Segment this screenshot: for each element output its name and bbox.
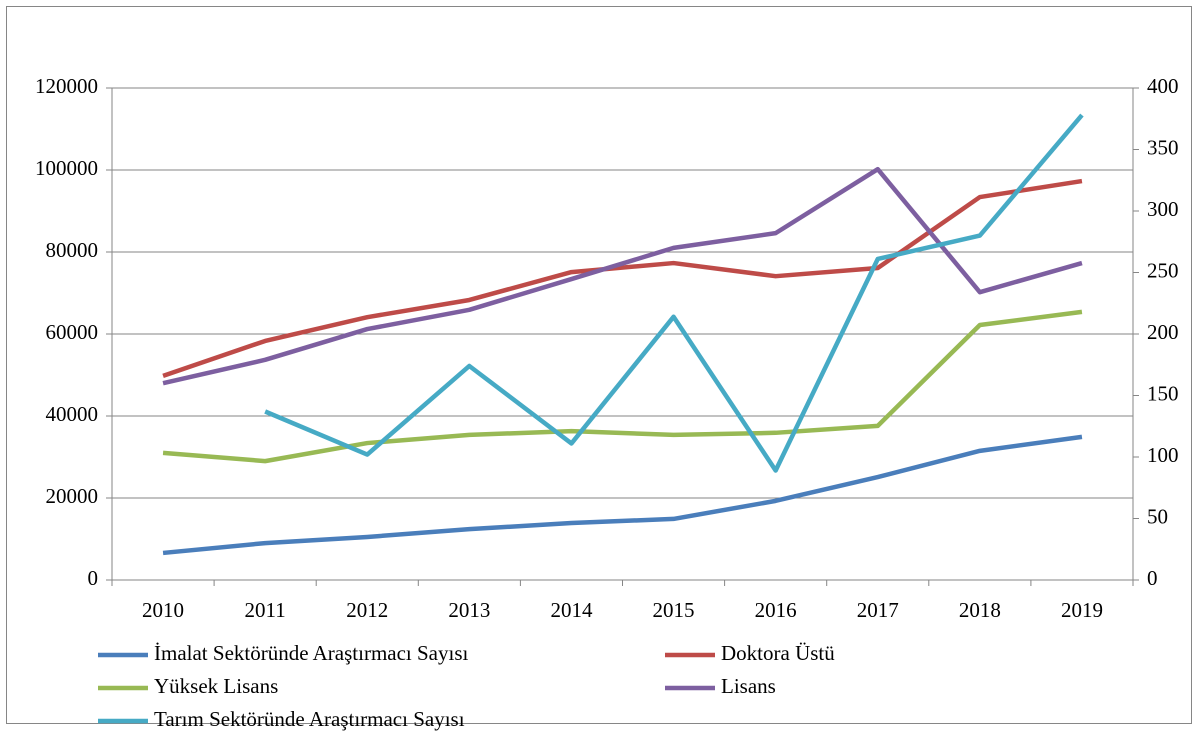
y-tick-label: 20000 bbox=[46, 484, 99, 508]
series-line bbox=[162, 434, 1083, 556]
x-tick-label: 2017 bbox=[857, 598, 899, 622]
y2-tick-label: 0 bbox=[1147, 566, 1158, 590]
y-tick-label: 60000 bbox=[46, 320, 99, 344]
y2-tick-label: 150 bbox=[1147, 381, 1179, 405]
y2-tick-label: 200 bbox=[1147, 320, 1179, 344]
y2-tick-label: 250 bbox=[1147, 258, 1179, 282]
legend-label: Doktora Üstü bbox=[721, 641, 835, 665]
y-tick-label: 120000 bbox=[35, 74, 98, 98]
x-tick-label: 2015 bbox=[653, 598, 695, 622]
x-tick-label: 2012 bbox=[346, 598, 388, 622]
legend-label: Tarım Sektöründe Araştırmacı Sayısı bbox=[154, 707, 465, 731]
x-tick-label: 2013 bbox=[448, 598, 490, 622]
y2-tick-label: 400 bbox=[1147, 74, 1179, 98]
x-tick-label: 2016 bbox=[755, 598, 797, 622]
x-tick-label: 2019 bbox=[1061, 598, 1103, 622]
x-tick-label: 2010 bbox=[142, 598, 184, 622]
legend-label: Lisans bbox=[721, 674, 776, 698]
y-tick-label: 0 bbox=[88, 566, 99, 590]
series-line bbox=[264, 113, 1084, 473]
series-line bbox=[162, 166, 1083, 386]
chart-border bbox=[6, 6, 1192, 724]
series-line bbox=[162, 309, 1083, 464]
y-tick-label: 80000 bbox=[46, 238, 99, 262]
y2-tick-label: 350 bbox=[1147, 135, 1179, 159]
y-tick-label: 100000 bbox=[35, 156, 98, 180]
y2-tick-label: 300 bbox=[1147, 197, 1179, 221]
legend-label: Yüksek Lisans bbox=[154, 674, 278, 698]
legend-label: İmalat Sektöründe Araştırmacı Sayısı bbox=[154, 641, 469, 665]
x-tick-label: 2018 bbox=[959, 598, 1001, 622]
x-tick-label: 2011 bbox=[245, 598, 286, 622]
x-tick-label: 2014 bbox=[550, 598, 593, 622]
y2-tick-label: 100 bbox=[1147, 443, 1179, 467]
y2-tick-label: 50 bbox=[1147, 504, 1168, 528]
y-tick-label: 40000 bbox=[46, 402, 99, 426]
